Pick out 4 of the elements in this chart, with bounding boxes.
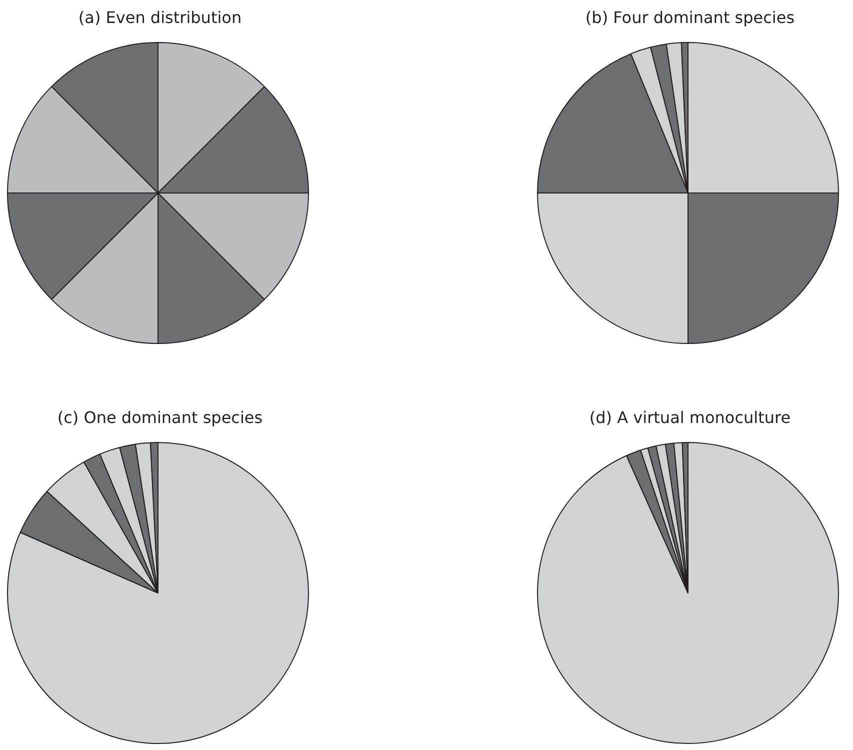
chart-title: (c) One dominant species <box>56 408 264 427</box>
chart-title: (a) Even distribution <box>77 8 243 27</box>
chart-title: (d) A virtual monoculture <box>588 408 792 427</box>
chart-title: (b) Four dominant species <box>584 8 796 27</box>
